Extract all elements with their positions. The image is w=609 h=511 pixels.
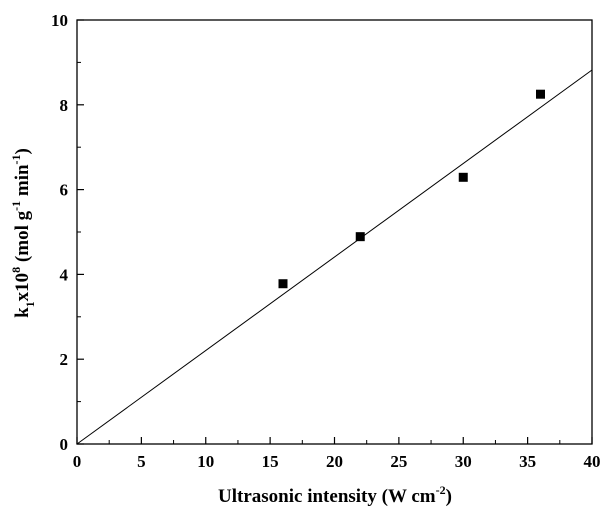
data-point bbox=[355, 232, 365, 242]
data-point bbox=[458, 172, 468, 182]
data-point bbox=[536, 89, 545, 99]
y-tick-label: 6 bbox=[60, 181, 69, 200]
y-tick-label: 4 bbox=[60, 265, 69, 284]
tick-labels: 0 5 10 15 20 25 30 35 40 0 2 4 6 8 10 bbox=[51, 11, 601, 471]
y-tick-label: 8 bbox=[60, 96, 69, 115]
y-axis-title: k1x108 (mol g-1 min-1) bbox=[9, 148, 37, 318]
y-tick-label: 10 bbox=[51, 11, 68, 30]
plot-frame bbox=[76, 19, 593, 445]
x-axis-title: Ultrasonic intensity (W cm-2) bbox=[218, 483, 452, 507]
x-tick-label: 35 bbox=[519, 452, 536, 471]
x-tick-label: 10 bbox=[197, 452, 214, 471]
y-tick-label: 2 bbox=[60, 350, 69, 369]
y-tick-label: 0 bbox=[60, 435, 69, 454]
x-tick-label: 15 bbox=[262, 452, 279, 471]
x-tick-label: 40 bbox=[584, 452, 601, 471]
x-tick-label: 0 bbox=[73, 452, 82, 471]
plot-area bbox=[76, 69, 593, 445]
x-tick-label: 30 bbox=[455, 452, 472, 471]
fit-line bbox=[76, 69, 593, 445]
axes bbox=[76, 19, 593, 445]
x-tick-label: 5 bbox=[137, 452, 146, 471]
data-point bbox=[278, 279, 288, 289]
x-tick-label: 25 bbox=[390, 452, 407, 471]
x-tick-label: 20 bbox=[326, 452, 343, 471]
